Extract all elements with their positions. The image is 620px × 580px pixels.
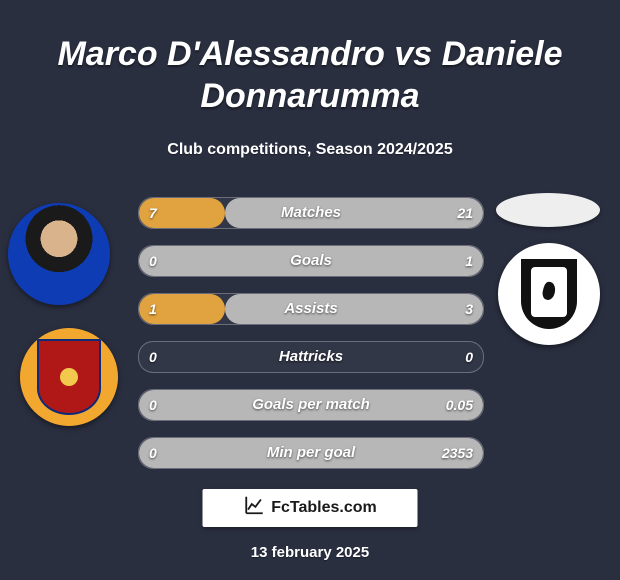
stat-label: Min per goal: [139, 438, 483, 468]
page-title: Marco D'Alessandro vs Daniele Donnarumma: [0, 23, 620, 118]
footer-date: 13 february 2025: [0, 544, 620, 561]
stat-label: Hattricks: [139, 342, 483, 372]
site-name: FcTables.com: [271, 499, 377, 517]
stat-row: 02353Min per goal: [138, 437, 484, 469]
stat-row: 13Assists: [138, 293, 484, 325]
stat-label: Matches: [139, 198, 483, 228]
subtitle: Club competitions, Season 2024/2025: [0, 141, 620, 159]
stats-bars: 721Matches 01Goals 13Assists 00Hattricks 00.…: [138, 197, 484, 485]
chart-icon: [243, 494, 265, 521]
site-badge[interactable]: FcTables.com: [203, 489, 418, 527]
player-photo-icon: [8, 203, 110, 305]
club-crest-catanzaro-icon: [20, 328, 118, 426]
stat-label: Goals per match: [139, 390, 483, 420]
stat-label: Goals: [139, 246, 483, 276]
stat-label: Assists: [139, 294, 483, 324]
club-crest-cesena-icon: [498, 243, 600, 345]
stat-row: 01Goals: [138, 245, 484, 277]
stat-row: 00.05Goals per match: [138, 389, 484, 421]
player-blank-icon: [496, 193, 600, 227]
stat-row: 00Hattricks: [138, 341, 484, 373]
stat-row: 721Matches: [138, 197, 484, 229]
